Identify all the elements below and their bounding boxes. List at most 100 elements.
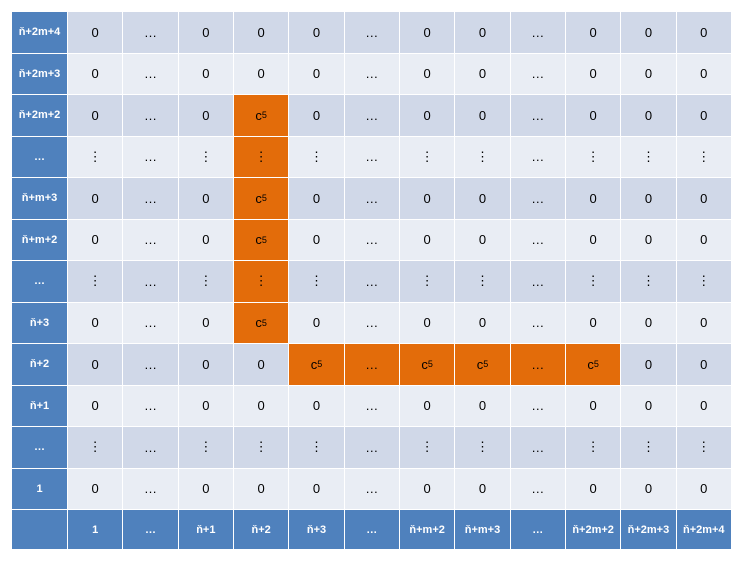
matrix-cell: 0	[565, 219, 622, 261]
matrix-cell: …	[344, 427, 400, 469]
matrix-cell: …	[344, 53, 400, 95]
row-label: ň+2m+4	[12, 12, 68, 54]
matrix-cell: ⋮	[289, 136, 345, 178]
matrix-cell: …	[123, 385, 179, 427]
matrix-cell: 0	[621, 468, 677, 510]
matrix-cell: …	[344, 385, 400, 427]
matrix-cell: 0	[399, 468, 456, 510]
matrix-cell: 0	[676, 53, 732, 95]
column-label: ň+2m+3	[621, 510, 677, 550]
matrix-cell: 0	[621, 53, 677, 95]
matrix-cell: 0	[565, 53, 622, 95]
matrix-cell: …	[344, 136, 400, 178]
matrix-cell: 0	[178, 344, 234, 386]
matrix-cell: ⋮	[399, 427, 456, 469]
matrix-cell: 0	[621, 302, 677, 344]
matrix-cell: 0	[455, 178, 511, 220]
matrix-cell: …	[344, 12, 400, 54]
matrix-cell: 0	[233, 12, 290, 54]
matrix-cell: 0	[621, 219, 677, 261]
matrix-cell: ⋮	[178, 427, 234, 469]
matrix-cell: 0	[68, 178, 124, 220]
row-label: …	[12, 136, 68, 178]
matrix-cell: 0	[178, 468, 234, 510]
matrix-cell: 0	[455, 385, 511, 427]
matrix-cell: ⋮	[68, 136, 124, 178]
matrix-cell: 0	[676, 468, 732, 510]
matrix-cell: ⋮	[455, 427, 511, 469]
matrix-cell: 0	[565, 385, 622, 427]
matrix-cell: …	[510, 12, 566, 54]
column-label: 1	[68, 510, 124, 550]
column-label: ň+2m+4	[676, 510, 732, 550]
matrix-cell: 0	[676, 219, 732, 261]
matrix-cell: 0	[565, 302, 622, 344]
matrix-cell: ⋮	[233, 136, 290, 178]
matrix-cell: …	[510, 385, 566, 427]
column-label: ň+m+3	[455, 510, 511, 550]
matrix-cell: 0	[676, 344, 732, 386]
matrix-cell: 0	[455, 53, 511, 95]
matrix-cell: …	[344, 95, 400, 137]
matrix-cell: …	[344, 178, 400, 220]
matrix-cell: 0	[455, 302, 511, 344]
matrix-cell: 0	[455, 95, 511, 137]
matrix-cell: 0	[399, 302, 456, 344]
column-label: ň+1	[178, 510, 234, 550]
matrix-cell: ⋮	[233, 427, 290, 469]
matrix-cell: 0	[565, 12, 622, 54]
matrix-cell: …	[344, 344, 400, 386]
matrix-cell: 0	[565, 178, 622, 220]
row-label: ň+2m+2	[12, 95, 68, 137]
matrix-cell: ⋮	[621, 261, 677, 303]
matrix-cell: ⋮	[399, 261, 456, 303]
row-label: ň+1	[12, 385, 68, 427]
matrix-cell: …	[510, 178, 566, 220]
matrix-cell: 0	[68, 385, 124, 427]
matrix-cell: 0	[178, 53, 234, 95]
matrix-cell: ⋮	[399, 136, 456, 178]
matrix-cell: 0	[399, 95, 456, 137]
matrix-cell: …	[123, 136, 179, 178]
matrix-cell: 0	[676, 178, 732, 220]
matrix-cell: ⋮	[178, 136, 234, 178]
matrix-cell: 0	[178, 219, 234, 261]
matrix-cell: 0	[289, 53, 345, 95]
matrix-cell: ⋮	[68, 427, 124, 469]
matrix-cell: …	[344, 219, 400, 261]
matrix-cell: 0	[68, 344, 124, 386]
matrix-cell: 0	[233, 385, 290, 427]
row-label: ň+2	[12, 344, 68, 386]
matrix-cell: …	[510, 468, 566, 510]
matrix-cell: …	[123, 95, 179, 137]
matrix-cell: 0	[399, 385, 456, 427]
matrix-cell: 0	[289, 95, 345, 137]
matrix-cell: …	[510, 219, 566, 261]
matrix-cell: …	[510, 344, 566, 386]
matrix-cell: 0	[621, 344, 677, 386]
matrix-cell: 0	[68, 468, 124, 510]
matrix-cell: 0	[455, 468, 511, 510]
matrix-cell: 0	[676, 95, 732, 137]
matrix-cell: 0	[399, 53, 456, 95]
matrix-cell: 0	[289, 219, 345, 261]
corner-cell	[12, 510, 68, 550]
matrix-cell: 0	[289, 12, 345, 54]
matrix-cell: 0	[233, 53, 290, 95]
column-label: ň+m+2	[399, 510, 456, 550]
matrix-cell: 0	[565, 95, 622, 137]
row-label: ň+m+3	[12, 178, 68, 220]
matrix-cell: 0	[289, 468, 345, 510]
matrix-cell: ⋮	[289, 261, 345, 303]
matrix-cell: …	[510, 427, 566, 469]
matrix-cell: 0	[399, 219, 456, 261]
matrix-cell: 0	[68, 219, 124, 261]
matrix-cell: 0	[565, 468, 622, 510]
column-label: ň+2	[233, 510, 290, 550]
matrix-cell: 0	[68, 95, 124, 137]
